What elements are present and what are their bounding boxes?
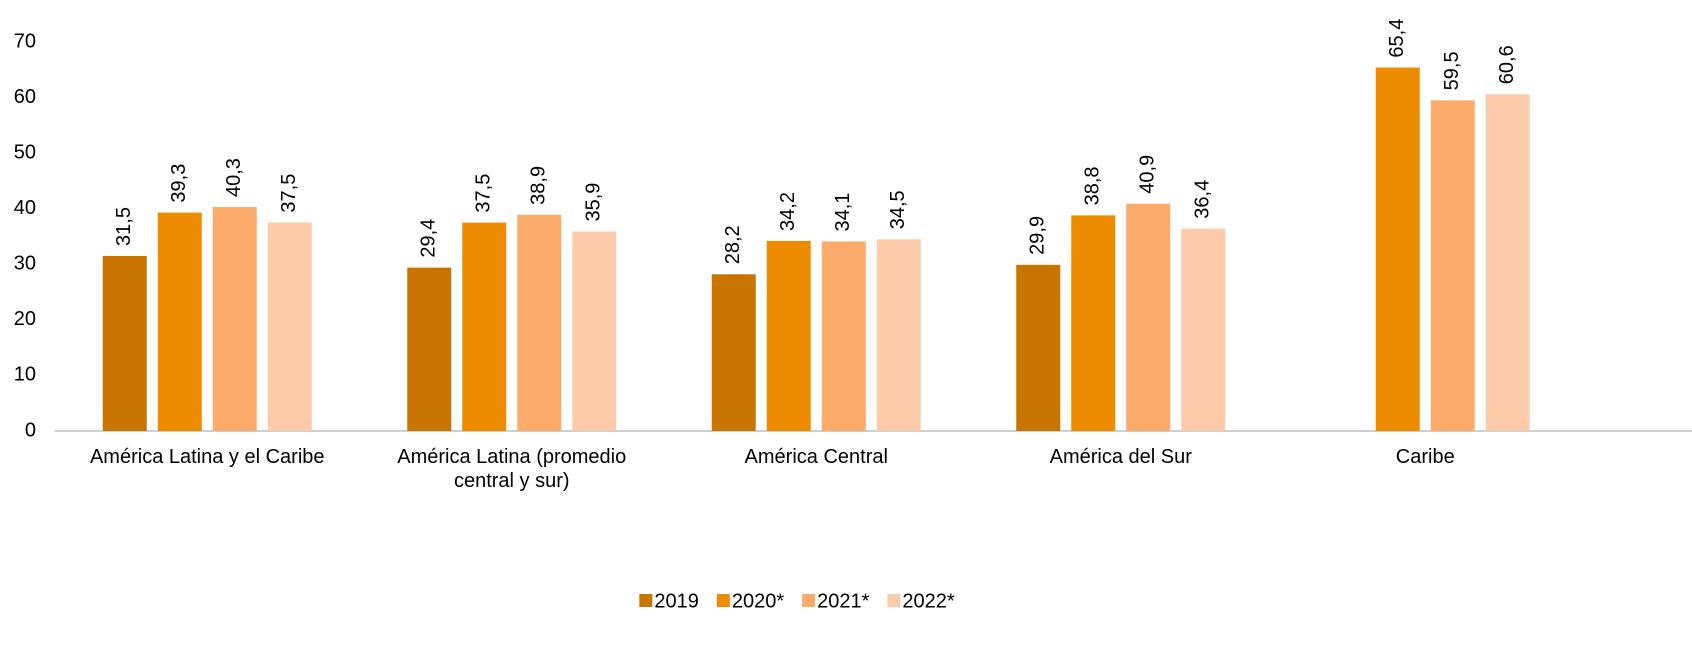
data-label: 29,4 bbox=[418, 219, 440, 258]
y-tick-label: 40 bbox=[14, 197, 36, 219]
y-tick-label: 20 bbox=[14, 308, 36, 330]
data-label: 39,3 bbox=[168, 164, 190, 203]
bar bbox=[157, 212, 202, 431]
legend-swatch bbox=[716, 594, 730, 607]
data-label: 34,5 bbox=[887, 190, 909, 229]
y-tick-label: 50 bbox=[14, 141, 36, 163]
data-label: 40,3 bbox=[223, 158, 245, 197]
legend-label: 2019 bbox=[654, 590, 699, 612]
bar bbox=[821, 241, 866, 431]
data-label: 36,4 bbox=[1192, 180, 1214, 219]
data-label: 28,2 bbox=[722, 225, 744, 264]
data-label: 37,5 bbox=[278, 174, 300, 213]
y-tick-label: 70 bbox=[14, 30, 36, 52]
x-tick-label: América Latina (promedio central y sur) bbox=[397, 446, 627, 492]
data-label: 38,8 bbox=[1082, 166, 1104, 205]
bar bbox=[1430, 100, 1475, 431]
data-label: 65,4 bbox=[1386, 19, 1408, 58]
data-label: 40,9 bbox=[1137, 155, 1159, 194]
bar bbox=[1375, 67, 1420, 431]
bar bbox=[1126, 203, 1171, 431]
bar bbox=[711, 274, 756, 431]
bar bbox=[1181, 228, 1226, 431]
bar bbox=[407, 267, 452, 431]
data-label: 34,1 bbox=[832, 193, 854, 232]
data-label: 31,5 bbox=[113, 207, 135, 246]
bar bbox=[462, 222, 507, 431]
y-tick-label: 10 bbox=[14, 364, 36, 386]
x-tick-label: Caribe bbox=[1395, 446, 1455, 468]
legend-label: 2020* bbox=[732, 590, 784, 612]
data-label: 37,5 bbox=[473, 174, 495, 213]
x-tick-label: América del Sur bbox=[1049, 446, 1192, 468]
legend-label: 2021* bbox=[817, 590, 869, 612]
bar bbox=[517, 214, 562, 431]
y-tick-label: 60 bbox=[14, 86, 36, 108]
bar bbox=[1071, 215, 1116, 431]
data-label: 35,9 bbox=[583, 183, 605, 222]
bar bbox=[102, 255, 147, 431]
data-label: 60,6 bbox=[1496, 45, 1518, 84]
bar bbox=[1016, 264, 1061, 431]
legend-swatch bbox=[639, 594, 653, 607]
bar bbox=[212, 207, 257, 431]
x-tick-label: América Central bbox=[744, 446, 888, 468]
bar bbox=[876, 239, 921, 431]
y-tick-label: 30 bbox=[14, 253, 36, 275]
bar bbox=[766, 240, 811, 431]
bar bbox=[1485, 94, 1530, 431]
data-label: 29,9 bbox=[1027, 216, 1049, 255]
data-label: 59,5 bbox=[1441, 51, 1463, 90]
y-tick-label: 0 bbox=[25, 419, 36, 441]
data-label: 38,9 bbox=[528, 166, 550, 205]
bar bbox=[572, 231, 617, 431]
data-label: 34,2 bbox=[777, 192, 799, 231]
x-tick-label: América Latina y el Caribe bbox=[89, 446, 325, 468]
legend-swatch bbox=[802, 594, 816, 607]
legend-label: 2022* bbox=[902, 590, 954, 612]
legend-swatch bbox=[887, 594, 901, 607]
bar bbox=[267, 222, 312, 431]
